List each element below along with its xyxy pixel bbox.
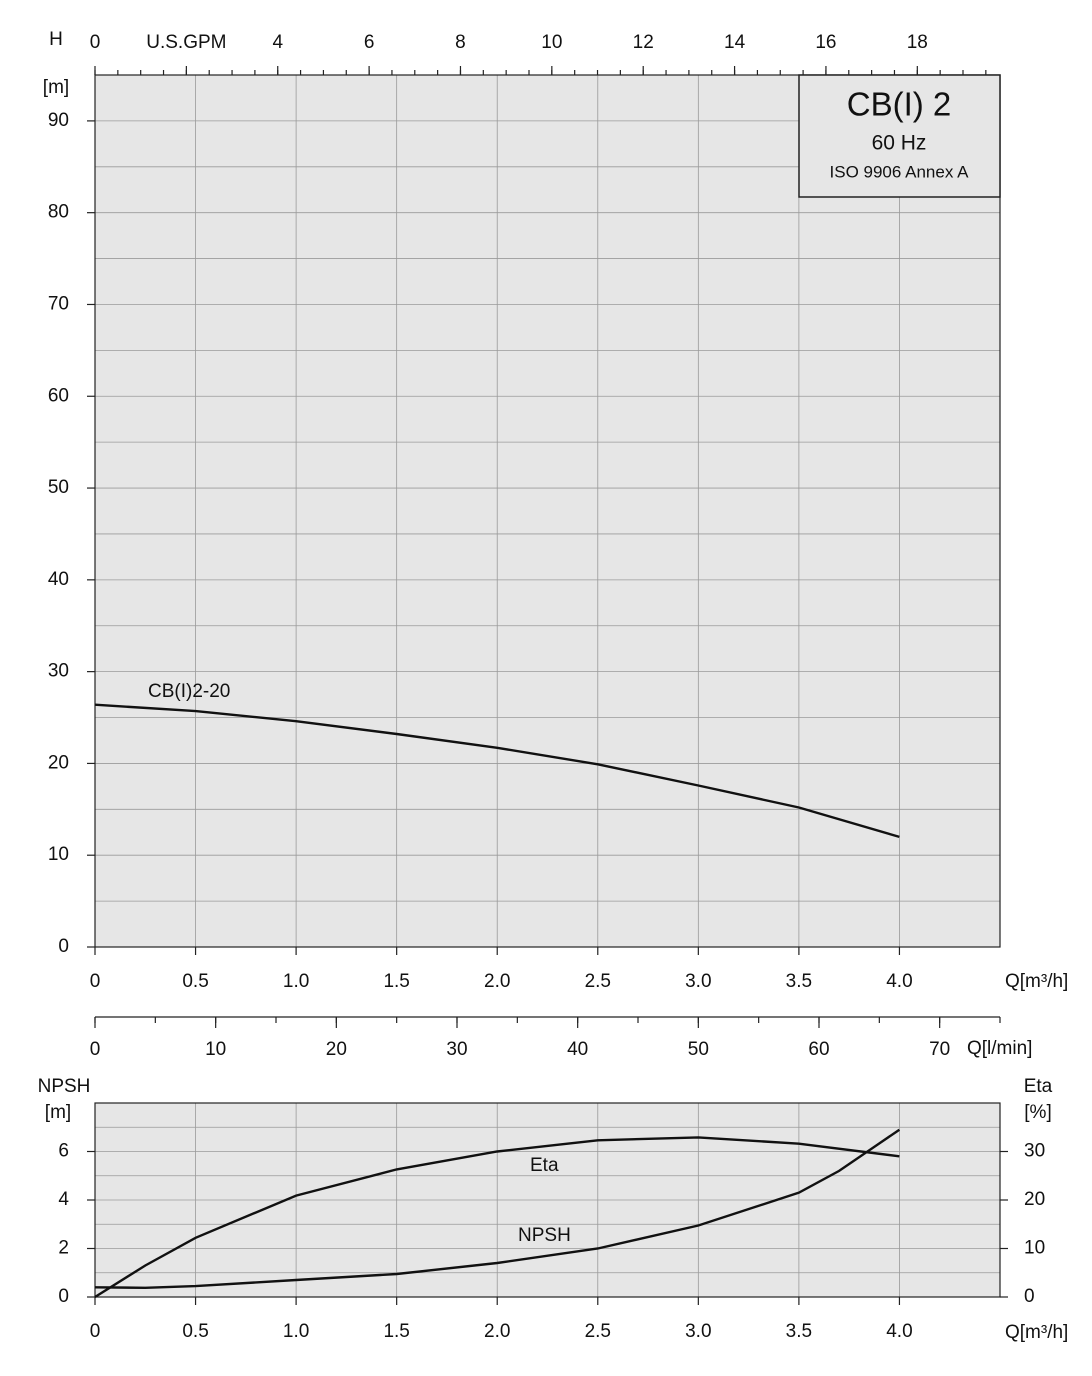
x-tick-label: 1.0 bbox=[283, 1321, 309, 1342]
y-tick-label: 4 bbox=[58, 1189, 69, 1210]
x3-tick-label: 70 bbox=[929, 1039, 950, 1060]
y-tick-label: 90 bbox=[48, 110, 69, 131]
x-tick-label: 1.5 bbox=[383, 971, 409, 992]
x2-tick-label: 6 bbox=[364, 32, 375, 53]
y-axis-unit: [m] bbox=[45, 1102, 71, 1123]
x-tick-label: 3.0 bbox=[685, 971, 711, 992]
plot-frame bbox=[94, 1102, 1001, 1298]
y-tick-label: 50 bbox=[48, 477, 69, 498]
curve bbox=[94, 1136, 900, 1299]
x3-axis-label: Q[l/min] bbox=[967, 1038, 1032, 1059]
x-axis-label: Q[m³/h] bbox=[1005, 1322, 1068, 1343]
x3-tick-label: 40 bbox=[567, 1039, 588, 1060]
plot-area bbox=[95, 75, 1000, 947]
x-tick-label: 4.0 bbox=[886, 971, 912, 992]
x-tick-label: 3.5 bbox=[786, 971, 812, 992]
plot-frame bbox=[94, 74, 1001, 948]
x2-tick-label: 8 bbox=[455, 32, 466, 53]
x2-tick-label: 18 bbox=[907, 32, 928, 53]
y-tick-label: 60 bbox=[48, 385, 69, 406]
x-tick-label: 2.5 bbox=[585, 1321, 611, 1342]
y-axis-label: H bbox=[49, 29, 63, 50]
chart-title: CB(I) 2 bbox=[847, 86, 952, 123]
y2-tick-label: 10 bbox=[1024, 1238, 1045, 1259]
y-tick-label: 80 bbox=[48, 202, 69, 223]
y2-tick-label: 0 bbox=[1024, 1286, 1035, 1307]
x-tick-label: 3.5 bbox=[786, 1321, 812, 1342]
x-tick-label: 3.0 bbox=[685, 1321, 711, 1342]
y-tick-label: 2 bbox=[58, 1238, 69, 1259]
x2-tick-label: 4 bbox=[272, 32, 283, 53]
x3-tick-label: 60 bbox=[808, 1039, 829, 1060]
x-tick-label: 2.0 bbox=[484, 1321, 510, 1342]
curve-label: Eta bbox=[530, 1155, 559, 1176]
x-tick-label: 1.5 bbox=[383, 1321, 409, 1342]
x3-tick-label: 50 bbox=[688, 1039, 709, 1060]
y-axis-unit: [m] bbox=[43, 77, 69, 98]
y-tick-label: 40 bbox=[48, 569, 69, 590]
x-tick-label: 2.5 bbox=[585, 971, 611, 992]
x-tick-label: 2.0 bbox=[484, 971, 510, 992]
x2-tick-label: 14 bbox=[724, 32, 746, 53]
curve-label: CB(I)2-20 bbox=[148, 681, 230, 702]
chart-subtitle: 60 Hz bbox=[872, 132, 927, 155]
y2-tick-label: 30 bbox=[1024, 1141, 1045, 1162]
y-axis-label: NPSH bbox=[38, 1076, 91, 1097]
y2-axis-unit: [%] bbox=[1024, 1102, 1051, 1123]
chart-note: ISO 9906 Annex A bbox=[830, 162, 970, 181]
x-tick-label: 4.0 bbox=[886, 1321, 912, 1342]
x2-tick-label: 10 bbox=[541, 32, 562, 53]
x2-tick-label: 16 bbox=[815, 32, 836, 53]
x3-tick-label: 10 bbox=[205, 1039, 226, 1060]
x-tick-label: 0.5 bbox=[182, 1321, 208, 1342]
title-box bbox=[798, 74, 1001, 198]
x2-tick-label: U.S.GPM bbox=[146, 32, 226, 53]
x3-tick-label: 30 bbox=[446, 1039, 467, 1060]
y-tick-label: 30 bbox=[48, 661, 69, 682]
y-tick-label: 70 bbox=[48, 293, 69, 314]
x3-tick-label: 0 bbox=[90, 1039, 101, 1060]
y2-tick-label: 20 bbox=[1024, 1189, 1045, 1210]
y-tick-label: 6 bbox=[58, 1141, 69, 1162]
y-tick-label: 0 bbox=[58, 936, 69, 957]
y-tick-label: 10 bbox=[48, 844, 69, 865]
x-tick-label: 1.0 bbox=[283, 971, 309, 992]
curve bbox=[94, 703, 900, 839]
y-tick-label: 0 bbox=[58, 1286, 69, 1307]
x3-tick-label: 20 bbox=[326, 1039, 347, 1060]
curve-label: NPSH bbox=[518, 1225, 571, 1246]
x2-tick-label: 0 bbox=[90, 32, 101, 53]
y2-axis-label: Eta bbox=[1024, 1076, 1053, 1097]
curve bbox=[94, 1128, 901, 1290]
x-tick-label: 0 bbox=[90, 971, 101, 992]
x-axis-label: Q[m³/h] bbox=[1005, 971, 1068, 992]
x-tick-label: 0.5 bbox=[182, 971, 208, 992]
y-tick-label: 20 bbox=[48, 752, 69, 773]
x2-tick-label: 12 bbox=[633, 32, 654, 53]
x-tick-label: 0 bbox=[90, 1321, 101, 1342]
